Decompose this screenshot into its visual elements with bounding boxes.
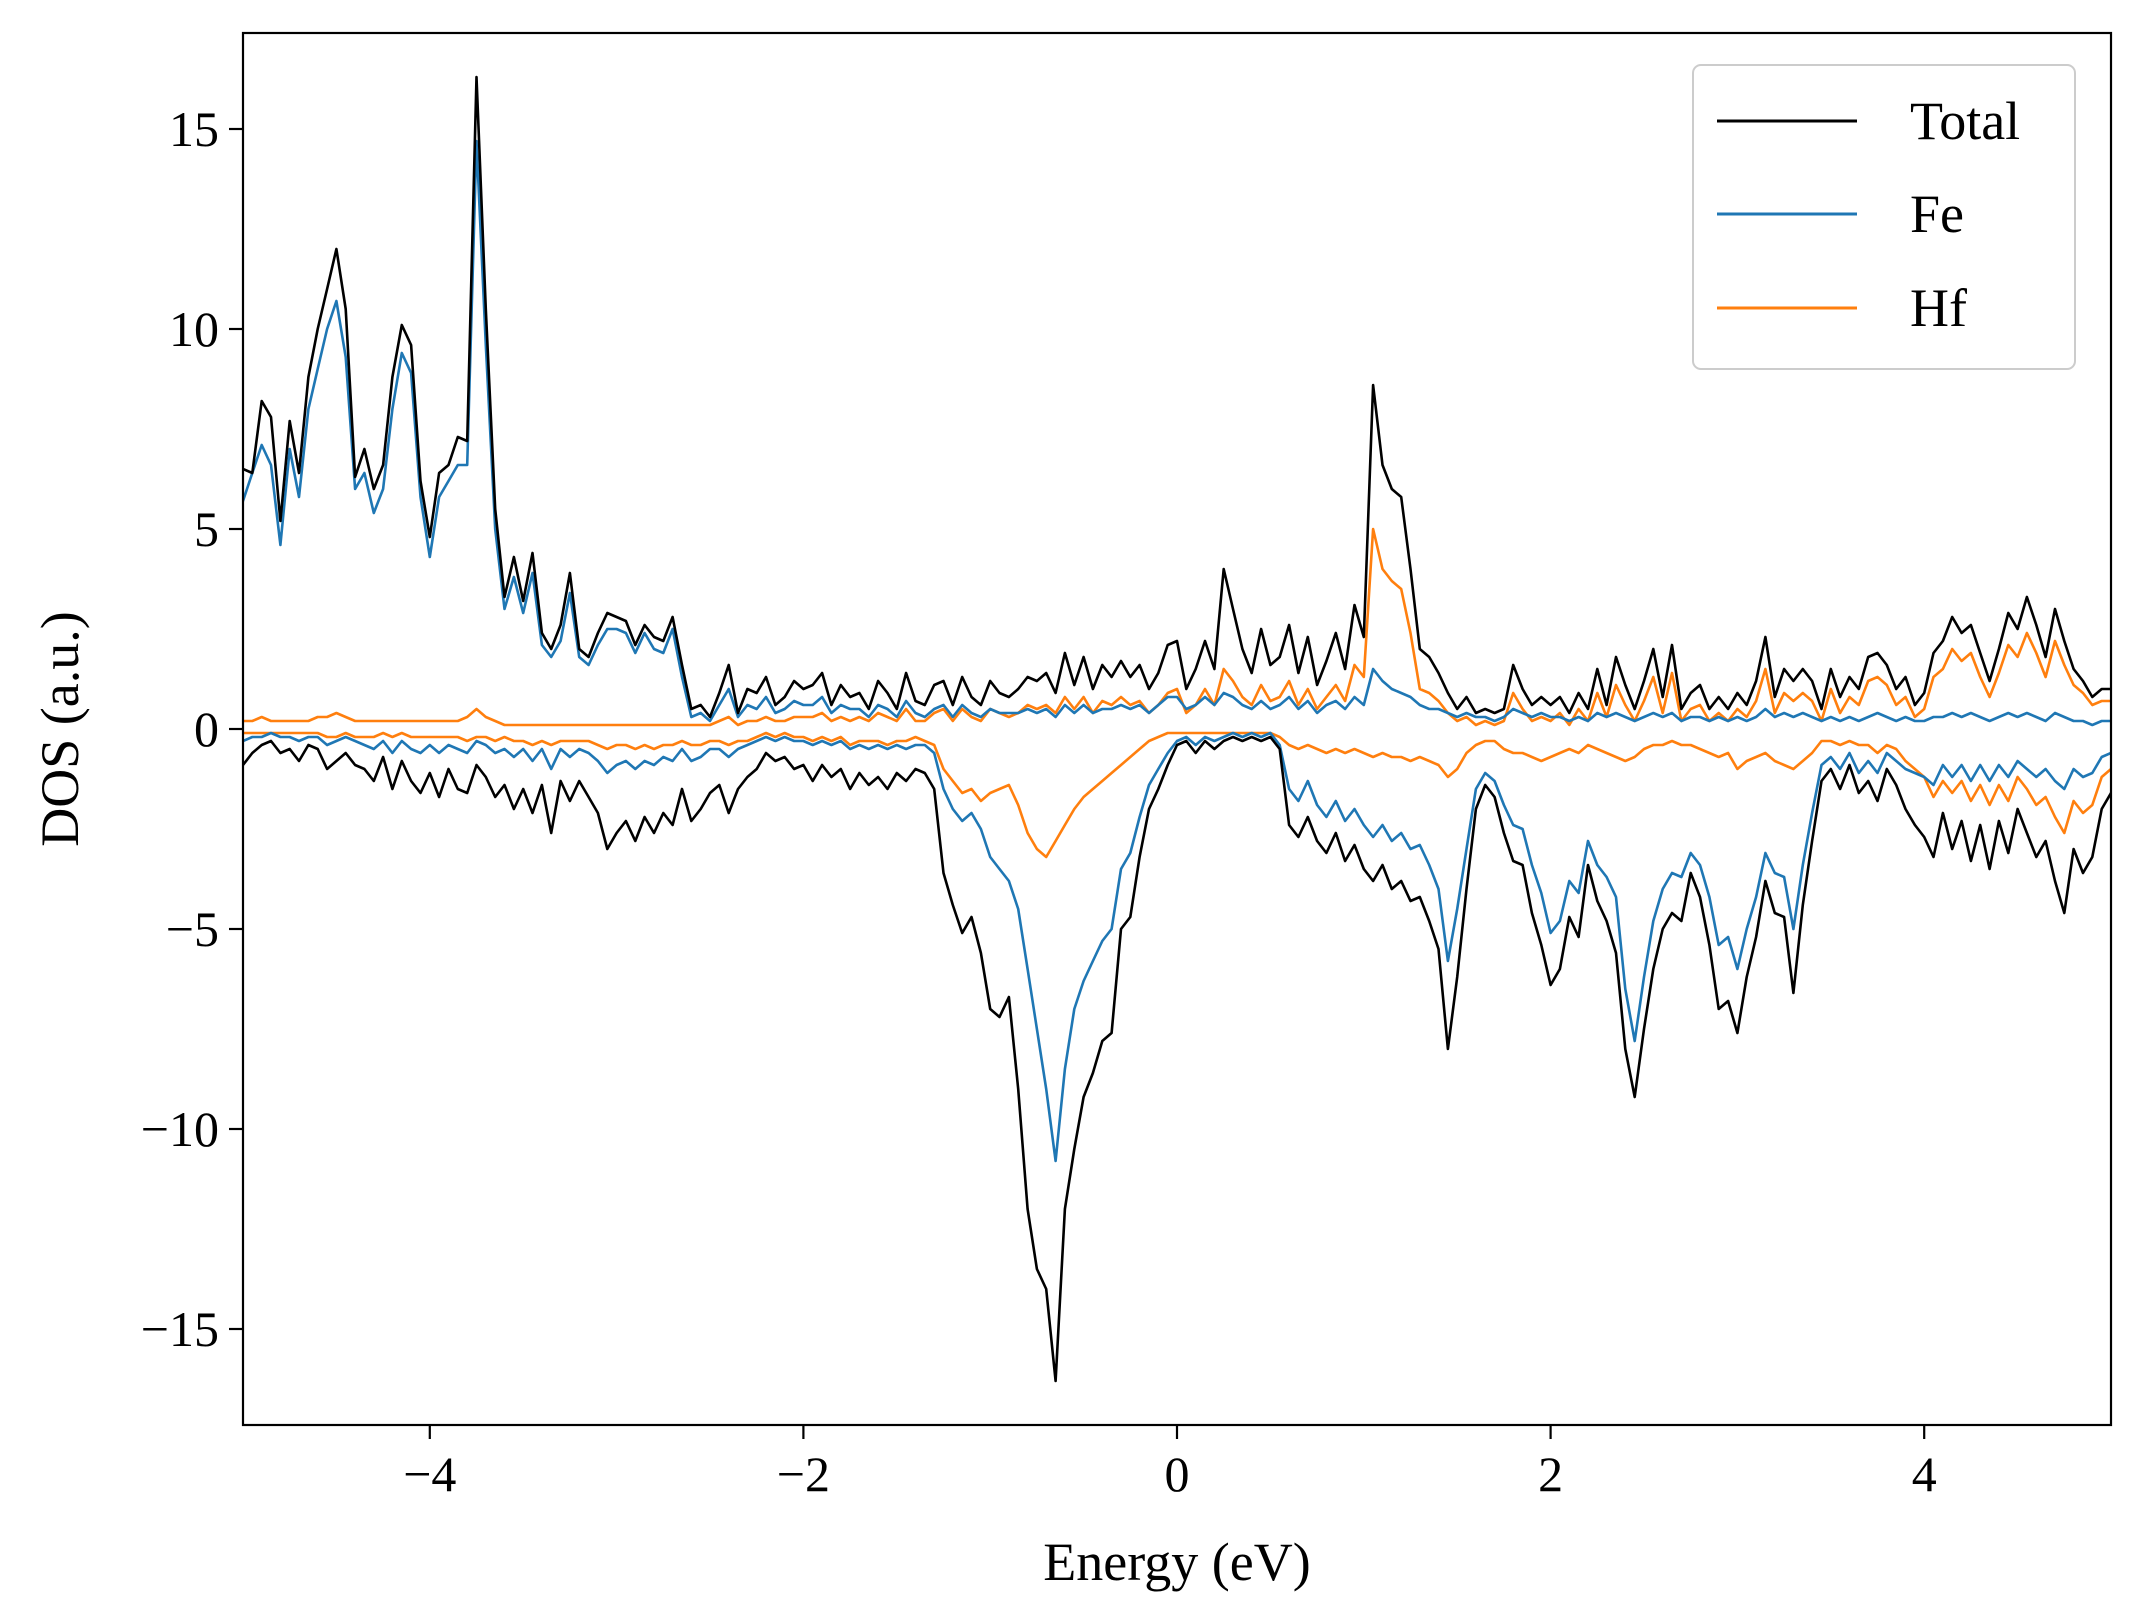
legend: Total Fe Hf (1692, 64, 2076, 370)
legend-label-total: Total (1910, 91, 2020, 151)
x-tick-label: −2 (777, 1446, 830, 1502)
series-total-spin-down-line (243, 735, 2111, 1383)
legend-box (1692, 64, 2076, 370)
series-fe-spin-down-line (243, 731, 2111, 1163)
y-tick-label: 10 (169, 301, 219, 357)
y-tick-label: 15 (169, 101, 219, 157)
series-hf-spin-up-line (243, 527, 2111, 727)
series-fe-spin-up-line (243, 139, 2111, 727)
series-total-spin-up-line (243, 75, 2111, 719)
legend-label-hf: Hf (1910, 278, 1967, 338)
y-tick-label: 5 (194, 501, 219, 557)
plot-frame (241, 31, 2113, 1427)
legend-entry-fe: Fe (1717, 184, 1964, 244)
y-tick-label: 0 (194, 701, 219, 757)
legend-entry-hf: Hf (1717, 278, 1967, 338)
x-axis-label: Energy (eV) (1043, 1532, 1310, 1592)
tick-layer: −4 −2 0 2 4 −15 −10 −5 0 5 10 15 (141, 101, 1937, 1502)
y-axis-label: DOS (a.u.) (30, 611, 90, 846)
series-layer (243, 75, 2111, 1383)
y-tick-label: −15 (141, 1301, 219, 1357)
y-tick-label: −10 (141, 1101, 219, 1157)
x-tick-label: −4 (403, 1446, 456, 1502)
y-tick-label: −5 (166, 901, 219, 957)
series-hf-spin-down-line (243, 731, 2111, 859)
legend-label-fe: Fe (1910, 184, 1964, 244)
x-tick-label: 4 (1912, 1446, 1937, 1502)
x-tick-label: 2 (1538, 1446, 1563, 1502)
legend-entry-total: Total (1717, 91, 2020, 151)
x-tick-label: 0 (1165, 1446, 1190, 1502)
